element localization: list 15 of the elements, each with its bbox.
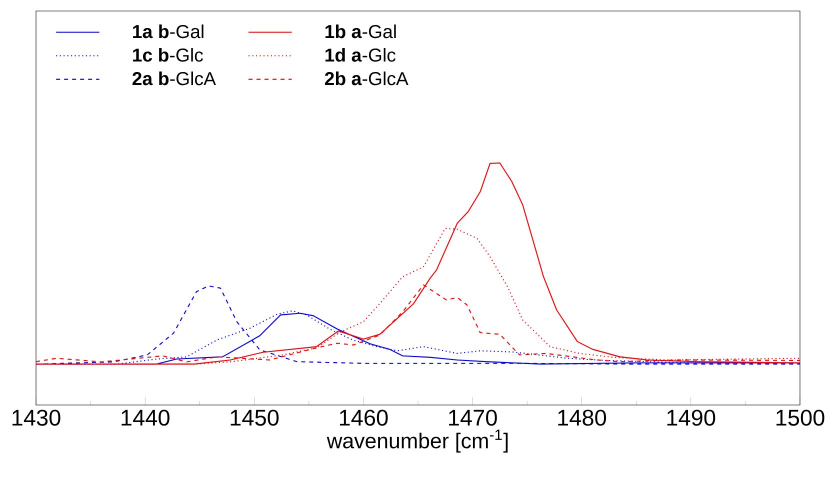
legend-label: 1b a-Gal [325,24,396,38]
legend-label: 2b a-GlcA [324,72,408,86]
legend-label: 1d a-Glc [325,48,396,62]
x-tick-label: 1470 [449,410,497,426]
x-tick-label: 1490 [667,410,716,426]
legend-label: 1c b-Glc [133,48,203,62]
legend-label: 1a b-Gal [133,24,204,38]
x-tick-label: 1430 [12,410,60,426]
x-axis-title: wavenumber [cm$^{-1}$] [326,430,508,453]
x-tick-label: 1460 [340,410,388,426]
x-tick-label: 1440 [122,410,170,426]
legend-label: 2a b-GlcA [132,72,216,86]
x-tick-label: 1450 [230,410,279,426]
x-tick-label: 1500 [776,410,824,426]
x-tick-label: 1480 [558,410,606,426]
